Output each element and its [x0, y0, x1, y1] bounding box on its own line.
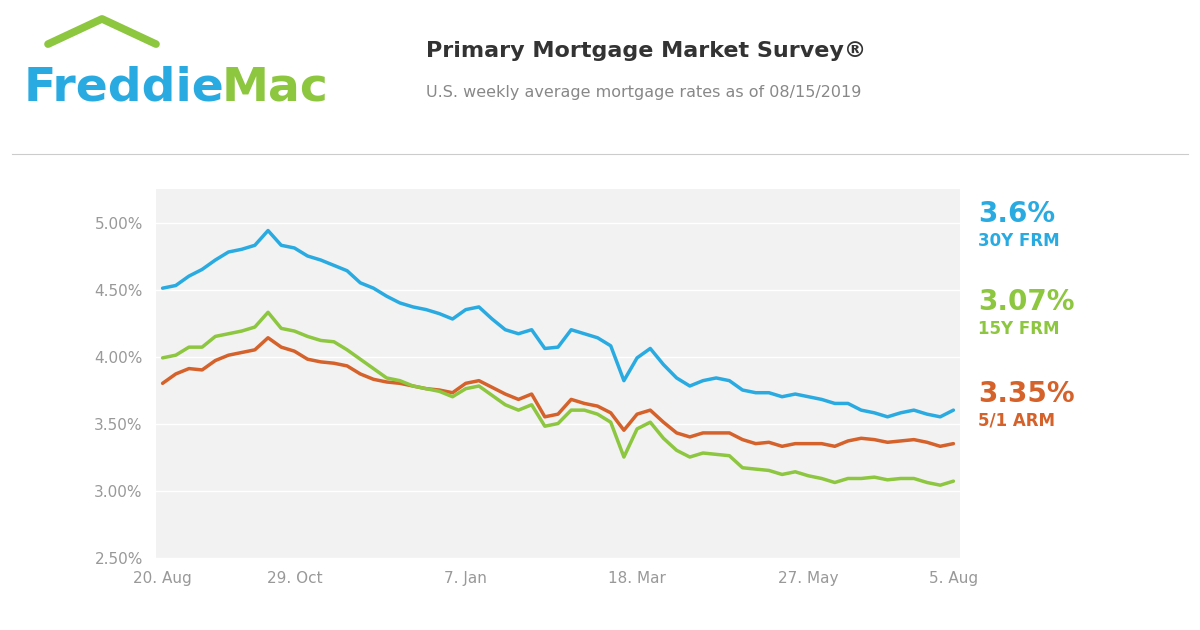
Text: 5/1 ARM: 5/1 ARM	[978, 411, 1055, 429]
Text: Freddie: Freddie	[24, 66, 224, 111]
Text: U.S. weekly average mortgage rates as of 08/15/2019: U.S. weekly average mortgage rates as of…	[426, 85, 862, 100]
Text: 3.35%: 3.35%	[978, 380, 1075, 408]
Text: Mac: Mac	[222, 66, 329, 111]
Text: 15Y FRM: 15Y FRM	[978, 320, 1060, 338]
Text: 3.07%: 3.07%	[978, 289, 1074, 316]
Text: Primary Mortgage Market Survey®: Primary Mortgage Market Survey®	[426, 41, 866, 61]
Text: 3.6%: 3.6%	[978, 200, 1055, 228]
Text: 30Y FRM: 30Y FRM	[978, 232, 1060, 249]
